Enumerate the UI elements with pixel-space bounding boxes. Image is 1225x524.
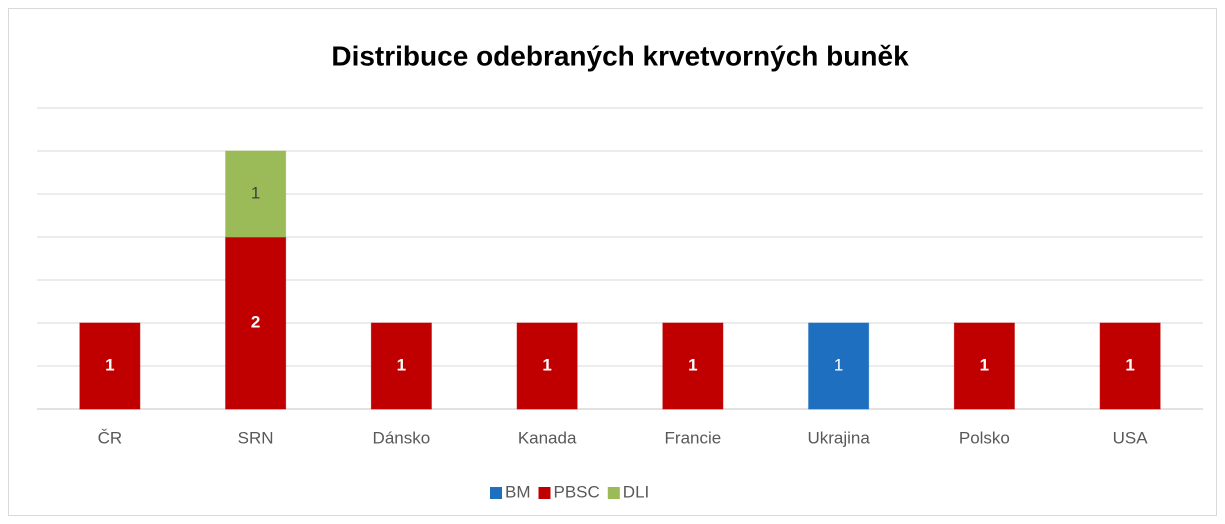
x-tick-label: Francie: [665, 428, 722, 447]
legend-swatch: [607, 487, 620, 499]
data-label: 1: [980, 355, 989, 374]
chart-border: [8, 8, 1217, 516]
x-tick-label: SRN: [238, 428, 274, 447]
bar-shade: [79, 322, 141, 410]
data-label: 1: [834, 355, 843, 374]
data-label: 1: [542, 355, 551, 374]
legend-swatch: [538, 487, 551, 499]
data-label: 1: [397, 355, 406, 374]
bar-shade: [225, 236, 287, 410]
bar-shade: [953, 322, 1015, 410]
bar-shade: [516, 322, 578, 410]
legend-label: BM: [505, 482, 531, 501]
legend-label: DLI: [623, 482, 649, 501]
legend-swatch: [490, 487, 502, 499]
x-tick-label: ČR: [98, 428, 123, 447]
data-label: 2: [251, 312, 260, 331]
x-tick-label: Kanada: [518, 428, 577, 447]
bar-shade: [225, 150, 287, 238]
data-label: 1: [251, 183, 260, 202]
legend-label: PBSC: [554, 482, 600, 501]
data-label: 1: [688, 355, 697, 374]
bar-shade: [1099, 322, 1161, 410]
bar-shade: [808, 322, 870, 410]
x-tick-label: Dánsko: [373, 428, 431, 447]
bar-shade: [370, 322, 432, 410]
bar-shade: [662, 322, 724, 410]
x-tick-label: USA: [1113, 428, 1149, 447]
x-tick-label: Ukrajina: [807, 428, 870, 447]
chart-title: Distribuce odebraných krvetvorných buněk: [331, 40, 909, 71]
x-tick-label: Polsko: [959, 428, 1010, 447]
data-label: 1: [105, 355, 114, 374]
data-label: 1: [1125, 355, 1134, 374]
